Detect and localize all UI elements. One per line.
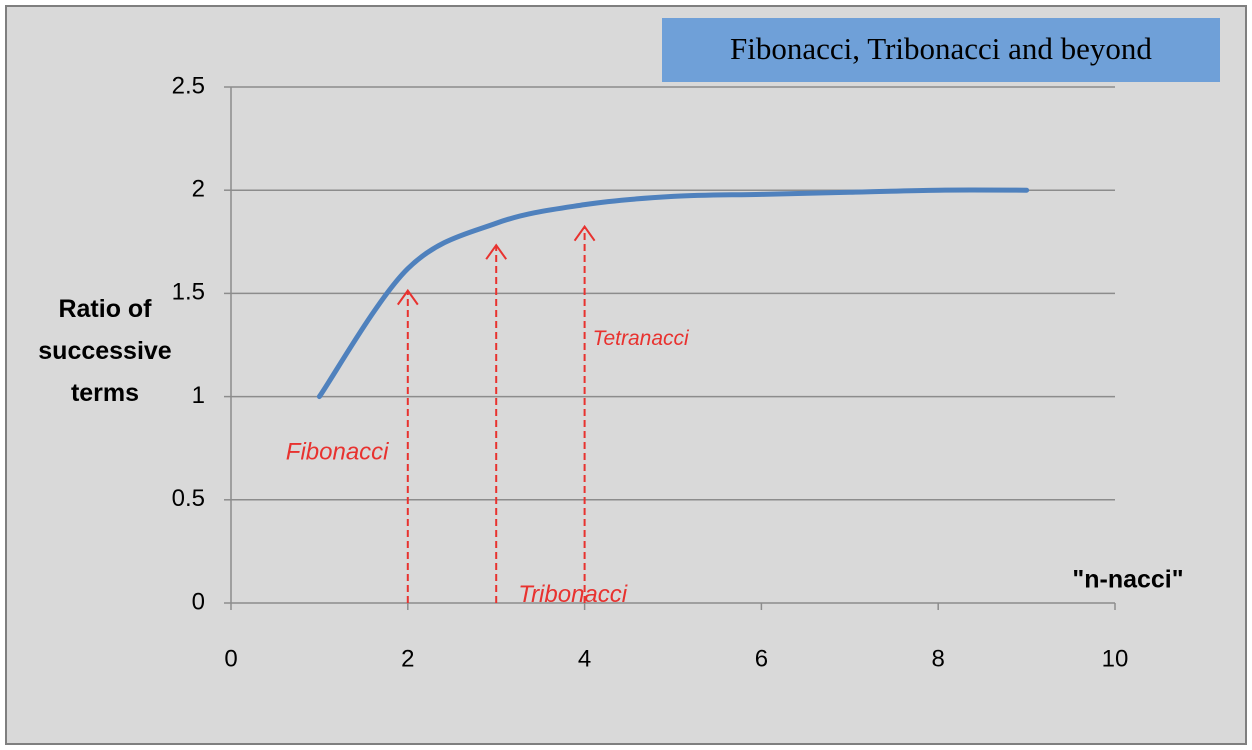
arrow-head [485, 243, 508, 260]
chart-title: Fibonacci, Tribonacci and beyond [730, 31, 1152, 66]
annotation-label: Tribonacci [518, 581, 628, 608]
x-tick-label: 10 [1102, 645, 1129, 672]
y-tick-label: 0.5 [172, 485, 205, 512]
arrow-head [396, 288, 419, 306]
x-tick-label: 4 [578, 645, 591, 672]
annotation-label: Tetranacci [593, 327, 690, 350]
x-tick-label: 6 [755, 645, 768, 672]
chart-frame [5, 5, 1247, 745]
x-tick-label: 2 [401, 645, 414, 672]
arrow-head [573, 224, 596, 242]
x-axis-label: "n-nacci" [1072, 566, 1183, 594]
y-tick-label: 1.5 [172, 279, 205, 306]
x-tick-label: 8 [932, 645, 945, 672]
y-tick-label: 0 [192, 588, 205, 615]
annotation-label: Fibonacci [286, 438, 389, 465]
y-axis-label: Ratio of successive terms [38, 295, 172, 407]
series-line [316, 187, 1030, 400]
y-tick-label: 1 [192, 382, 205, 409]
x-tick-label: 0 [224, 645, 237, 672]
y-tick-label: 2.5 [172, 72, 205, 99]
y-tick-label: 2 [192, 176, 205, 203]
title-box [662, 18, 1220, 82]
